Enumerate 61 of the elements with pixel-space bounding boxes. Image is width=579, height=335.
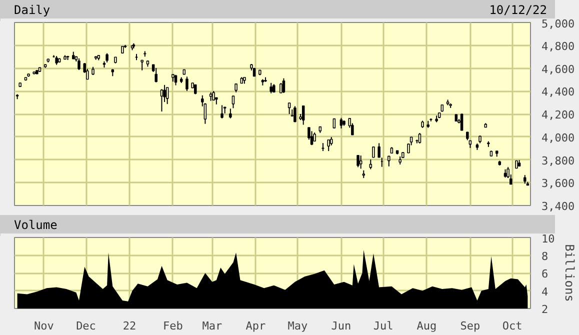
y-tick-label: 4,800 [542,40,575,53]
candlestick [154,68,158,83]
candlestick [288,102,291,114]
x-tick-label: Sep [460,320,480,332]
candlestick [310,130,314,146]
x-tick-label: Aug [416,320,437,332]
candlestick [166,86,169,105]
candlestick [160,88,164,112]
y-tick-label: 4,400 [542,86,575,99]
candlestick [294,106,296,123]
y-tick-label: 5,000 [542,18,575,30]
candlestick [232,95,235,109]
candlestick [186,76,188,92]
candlestick [332,118,336,129]
candlestick [372,146,375,158]
candlestick [270,82,272,94]
y-tick-label: 4,600 [542,62,575,76]
candlestick [229,108,232,119]
x-tick-label: 22 [122,320,136,332]
y-tick-label: 4,200 [542,108,575,122]
x-tick-label: Feb [163,320,183,332]
text: 10/12/22 [489,2,547,19]
candlestick [220,104,224,119]
y-axis-title: Billions [562,244,577,302]
y-tick-label: 10 [542,232,555,246]
candlestick [378,142,380,158]
x-tick-label: Mar [202,320,223,332]
candlestick [78,58,80,70]
candlestick [174,74,178,86]
candlestick [282,78,286,94]
candlestick [506,166,510,179]
candlestick [356,154,360,168]
candlestick [212,90,215,101]
candlestick [418,132,422,144]
candlestick [359,155,362,170]
candlestick [327,139,330,152]
x-tick-label: Dec [76,320,96,332]
x-tick-label: Nov [34,320,54,332]
chart-title: Volume [14,217,58,234]
y-tick-label: 8 [542,250,548,263]
y-tick-label: 3,800 [542,154,575,168]
x-tick-label: Apr [246,320,266,332]
x-tick-label: Jul [373,320,394,332]
candlestick [407,143,410,154]
y-tick-label: 4,000 [542,131,575,144]
y-tick-label: 6 [542,268,548,280]
x-tick-label: May [288,320,308,332]
candlestick [460,113,464,131]
x-tick-label: Oct [502,320,522,332]
candlestick [302,105,305,126]
x-tick-label: Jun [331,320,352,332]
y-tick-label: 3,600 [542,177,575,190]
candlestick [369,159,372,170]
y-tick-label: 2 [542,303,548,316]
candlestick [106,52,108,63]
chart-title: Daily [14,2,50,19]
candlestick [340,117,343,129]
candlestick [388,156,390,167]
y-tick-label: 3,400 [542,200,575,213]
y-tick-label: 4 [542,285,548,298]
candlestick [280,82,282,94]
